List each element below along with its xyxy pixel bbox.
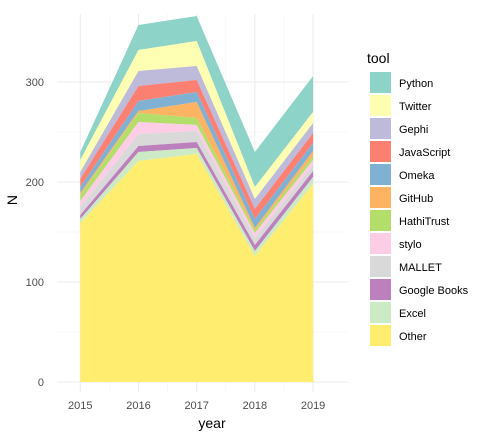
x-axis-ticks: 2015 2016 2017 2018 2019 [68,400,325,412]
legend-label-hathitrust: HathiTrust [399,216,449,228]
x-tick-label: 2018 [243,400,267,412]
legend-swatch-google-books [370,279,391,300]
legend-swatch-python [370,72,391,93]
x-axis-title: year [198,415,226,431]
legend-label-twitter: Twitter [399,101,432,113]
legend: tool Python Twitter Gephi JavaScript Omeka Gi… [367,50,469,346]
legend-label-omeka: Omeka [399,170,435,182]
legend-swatch-gephi [370,118,391,139]
y-axis-ticks: 0 100 200 300 [26,77,44,389]
legend-label-github: GitHub [399,193,433,205]
zero-lines [79,153,315,383]
area-other-baseline-wedge [254,255,315,383]
y-axis-title: N [4,195,20,205]
legend-swatch-stylo [370,233,391,254]
area-other-baseline-wedge [137,160,198,383]
area-other-baseline-wedge [79,222,140,383]
x-tick-label: 2019 [301,400,325,412]
y-tick-label: 200 [26,177,44,189]
area-layers [80,16,314,382]
legend-swatch-twitter [370,95,391,116]
legend-label-python: Python [399,78,433,90]
legend-label-stylo: stylo [399,239,422,251]
y-tick-label: 100 [26,277,44,289]
legend-label-other: Other [399,331,427,343]
legend-swatch-other [370,325,391,346]
legend-swatch-github [370,187,391,208]
legend-label-javascript: JavaScript [399,147,450,159]
legend-swatch-hathitrust [370,210,391,231]
y-tick-label: 0 [38,377,44,389]
y-tick-label: 300 [26,77,44,89]
legend-label-mallet: MALLET [399,262,442,274]
legend-label-gephi: Gephi [399,124,428,136]
legend-swatch-mallet [370,256,391,277]
legend-label-google-books: Google Books [399,285,469,297]
legend-swatch-omeka [370,164,391,185]
legend-swatch-javascript [370,141,391,162]
legend-label-excel: Excel [399,308,426,320]
legend-swatch-excel [370,302,391,323]
area-other-baseline-wedge [196,153,256,383]
legend-title: tool [367,50,390,66]
area-other [80,154,314,382]
x-tick-label: 2015 [68,400,92,412]
x-tick-label: 2016 [126,400,150,412]
x-tick-label: 2017 [184,400,208,412]
